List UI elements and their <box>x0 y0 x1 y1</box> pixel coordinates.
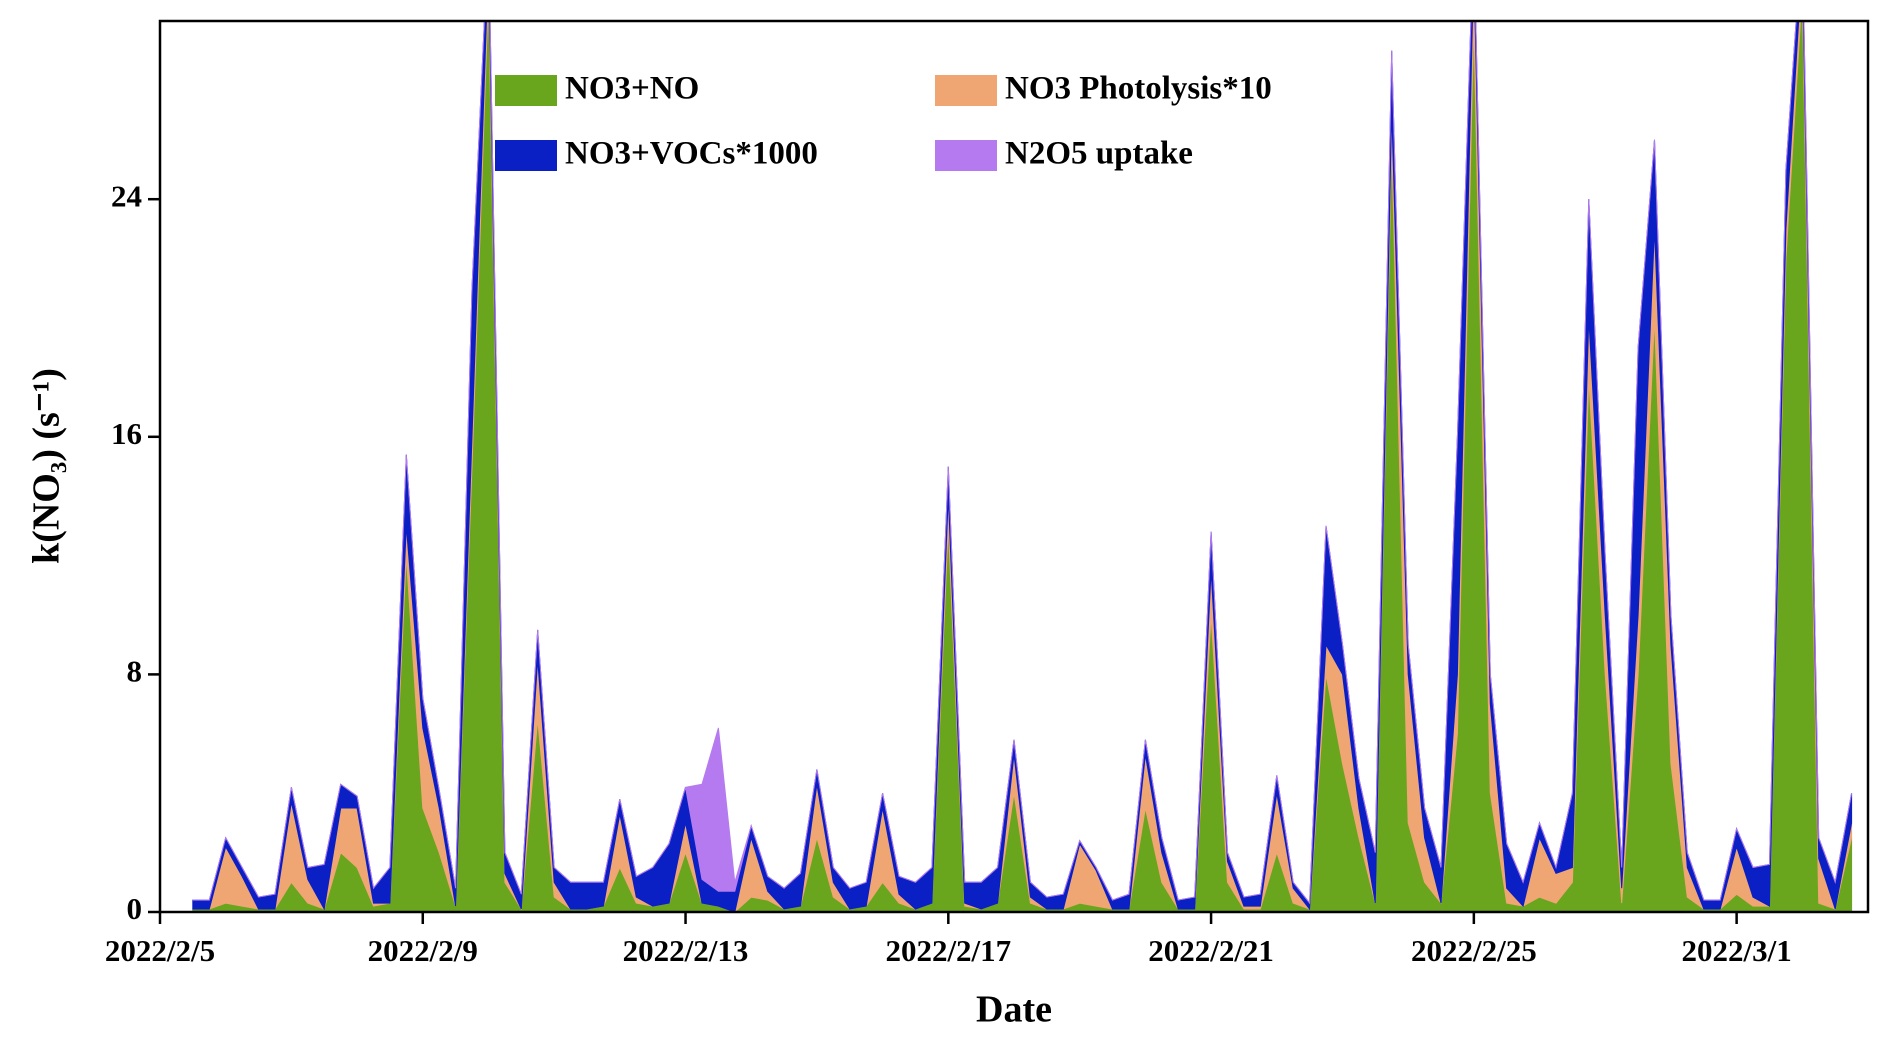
y-tick-label: 24 <box>111 178 142 213</box>
x-tick-label: 2022/2/25 <box>1411 933 1537 968</box>
x-tick-label: 2022/2/17 <box>885 933 1011 968</box>
legend-label: N2O5 uptake <box>1005 136 1193 172</box>
legend-label: NO3+NO <box>565 71 699 107</box>
x-tick-label: 2022/3/1 <box>1681 933 1791 968</box>
legend-label: NO3 Photolysis*10 <box>1005 71 1272 107</box>
y-tick-label: 8 <box>127 654 143 689</box>
x-tick-label: 2022/2/9 <box>368 933 478 968</box>
legend-swatch <box>935 140 997 171</box>
x-axis-label: Date <box>976 989 1052 1031</box>
x-tick-label: 2022/2/13 <box>623 933 749 968</box>
plot-area <box>192 21 1853 912</box>
plot-frame <box>158 19 1870 914</box>
area <box>192 21 1853 905</box>
y-axis-label: k(NO₃) (s⁻¹) <box>26 368 68 564</box>
y-tick-label: 0 <box>127 891 143 926</box>
x-tick-label: 2022/2/21 <box>1148 933 1274 968</box>
legend-swatch <box>935 75 997 106</box>
legend-swatch <box>495 140 557 171</box>
y-tick-label: 16 <box>111 416 142 451</box>
legend-label: NO3+VOCs*1000 <box>565 136 818 172</box>
legend-swatch <box>495 75 557 106</box>
x-tick-label: 2022/2/5 <box>105 933 215 968</box>
